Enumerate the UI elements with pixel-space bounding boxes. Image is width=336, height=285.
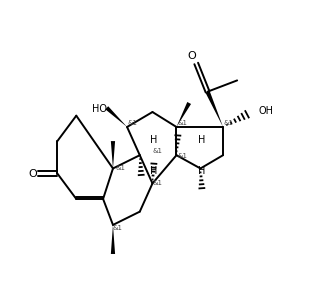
Polygon shape — [111, 225, 115, 254]
Text: H: H — [198, 166, 205, 176]
Text: &1: &1 — [153, 180, 163, 186]
Text: &1: &1 — [128, 120, 138, 126]
Text: H: H — [198, 135, 205, 145]
Polygon shape — [176, 102, 191, 127]
Text: H: H — [150, 166, 158, 176]
Text: &1: &1 — [224, 120, 234, 126]
Text: H: H — [150, 135, 158, 145]
Polygon shape — [111, 141, 115, 168]
Text: &1: &1 — [113, 225, 122, 231]
Text: O: O — [29, 168, 38, 178]
Polygon shape — [205, 91, 223, 127]
Text: HO: HO — [92, 104, 107, 114]
Text: &1: &1 — [115, 165, 125, 171]
Text: &1: &1 — [177, 120, 187, 126]
Text: OH: OH — [258, 107, 273, 117]
Text: O: O — [187, 50, 196, 61]
Text: &1: &1 — [177, 153, 187, 159]
Text: &1: &1 — [153, 148, 163, 154]
Polygon shape — [105, 106, 127, 127]
